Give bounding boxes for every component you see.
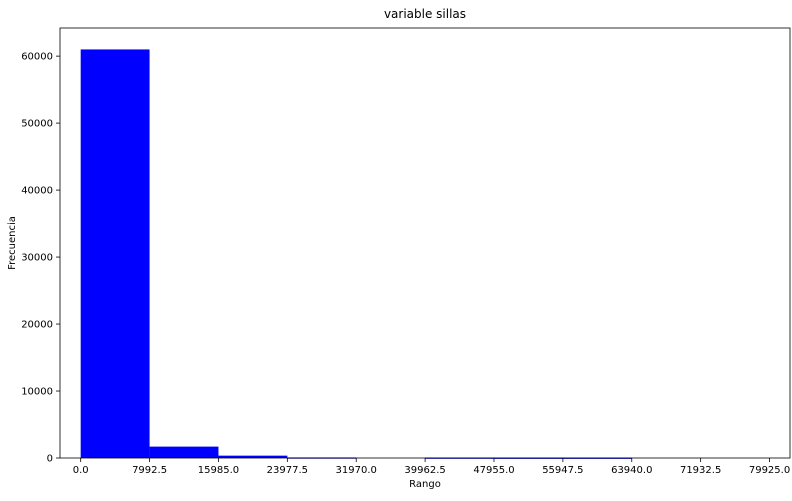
x-tick-label: 55947.5 [542,465,583,476]
x-axis-label: Rango [409,479,441,490]
x-tick-label: 23977.5 [267,465,308,476]
x-axis-ticks: 0.0 7992.5 15985.0 23977.5 31970.0 39962.5 479… [73,458,790,476]
x-tick-label: 0.0 [73,465,89,476]
x-tick-label: 79925.0 [749,465,790,476]
chart-title: variable sillas [384,7,466,21]
histogram-bar-1 [149,446,219,458]
y-tick-label: 0 [47,454,53,465]
y-axis-ticks: 0 10000 20000 30000 40000 50000 60000 [21,52,60,465]
x-tick-label: 39962.5 [404,465,445,476]
x-tick-label: 31970.0 [336,465,377,476]
x-tick-label: 71932.5 [680,465,721,476]
histogram-bar-0 [80,49,150,459]
y-tick-label: 50000 [21,119,53,130]
x-tick-label: 63940.0 [611,465,652,476]
histogram-bar-2 [218,455,288,458]
y-tick-label: 40000 [21,186,53,197]
y-tick-label: 30000 [21,253,53,264]
plot-frame [59,27,791,459]
y-tick-label: 20000 [21,320,53,331]
x-tick-label: 7992.5 [132,465,167,476]
y-axis-label: Frecuencia [7,216,18,270]
x-tick-label: 47955.0 [473,465,514,476]
bars-group [80,49,632,459]
y-tick-label: 10000 [21,387,53,398]
y-tick-label: 60000 [21,52,53,63]
x-tick-label: 15985.0 [198,465,239,476]
